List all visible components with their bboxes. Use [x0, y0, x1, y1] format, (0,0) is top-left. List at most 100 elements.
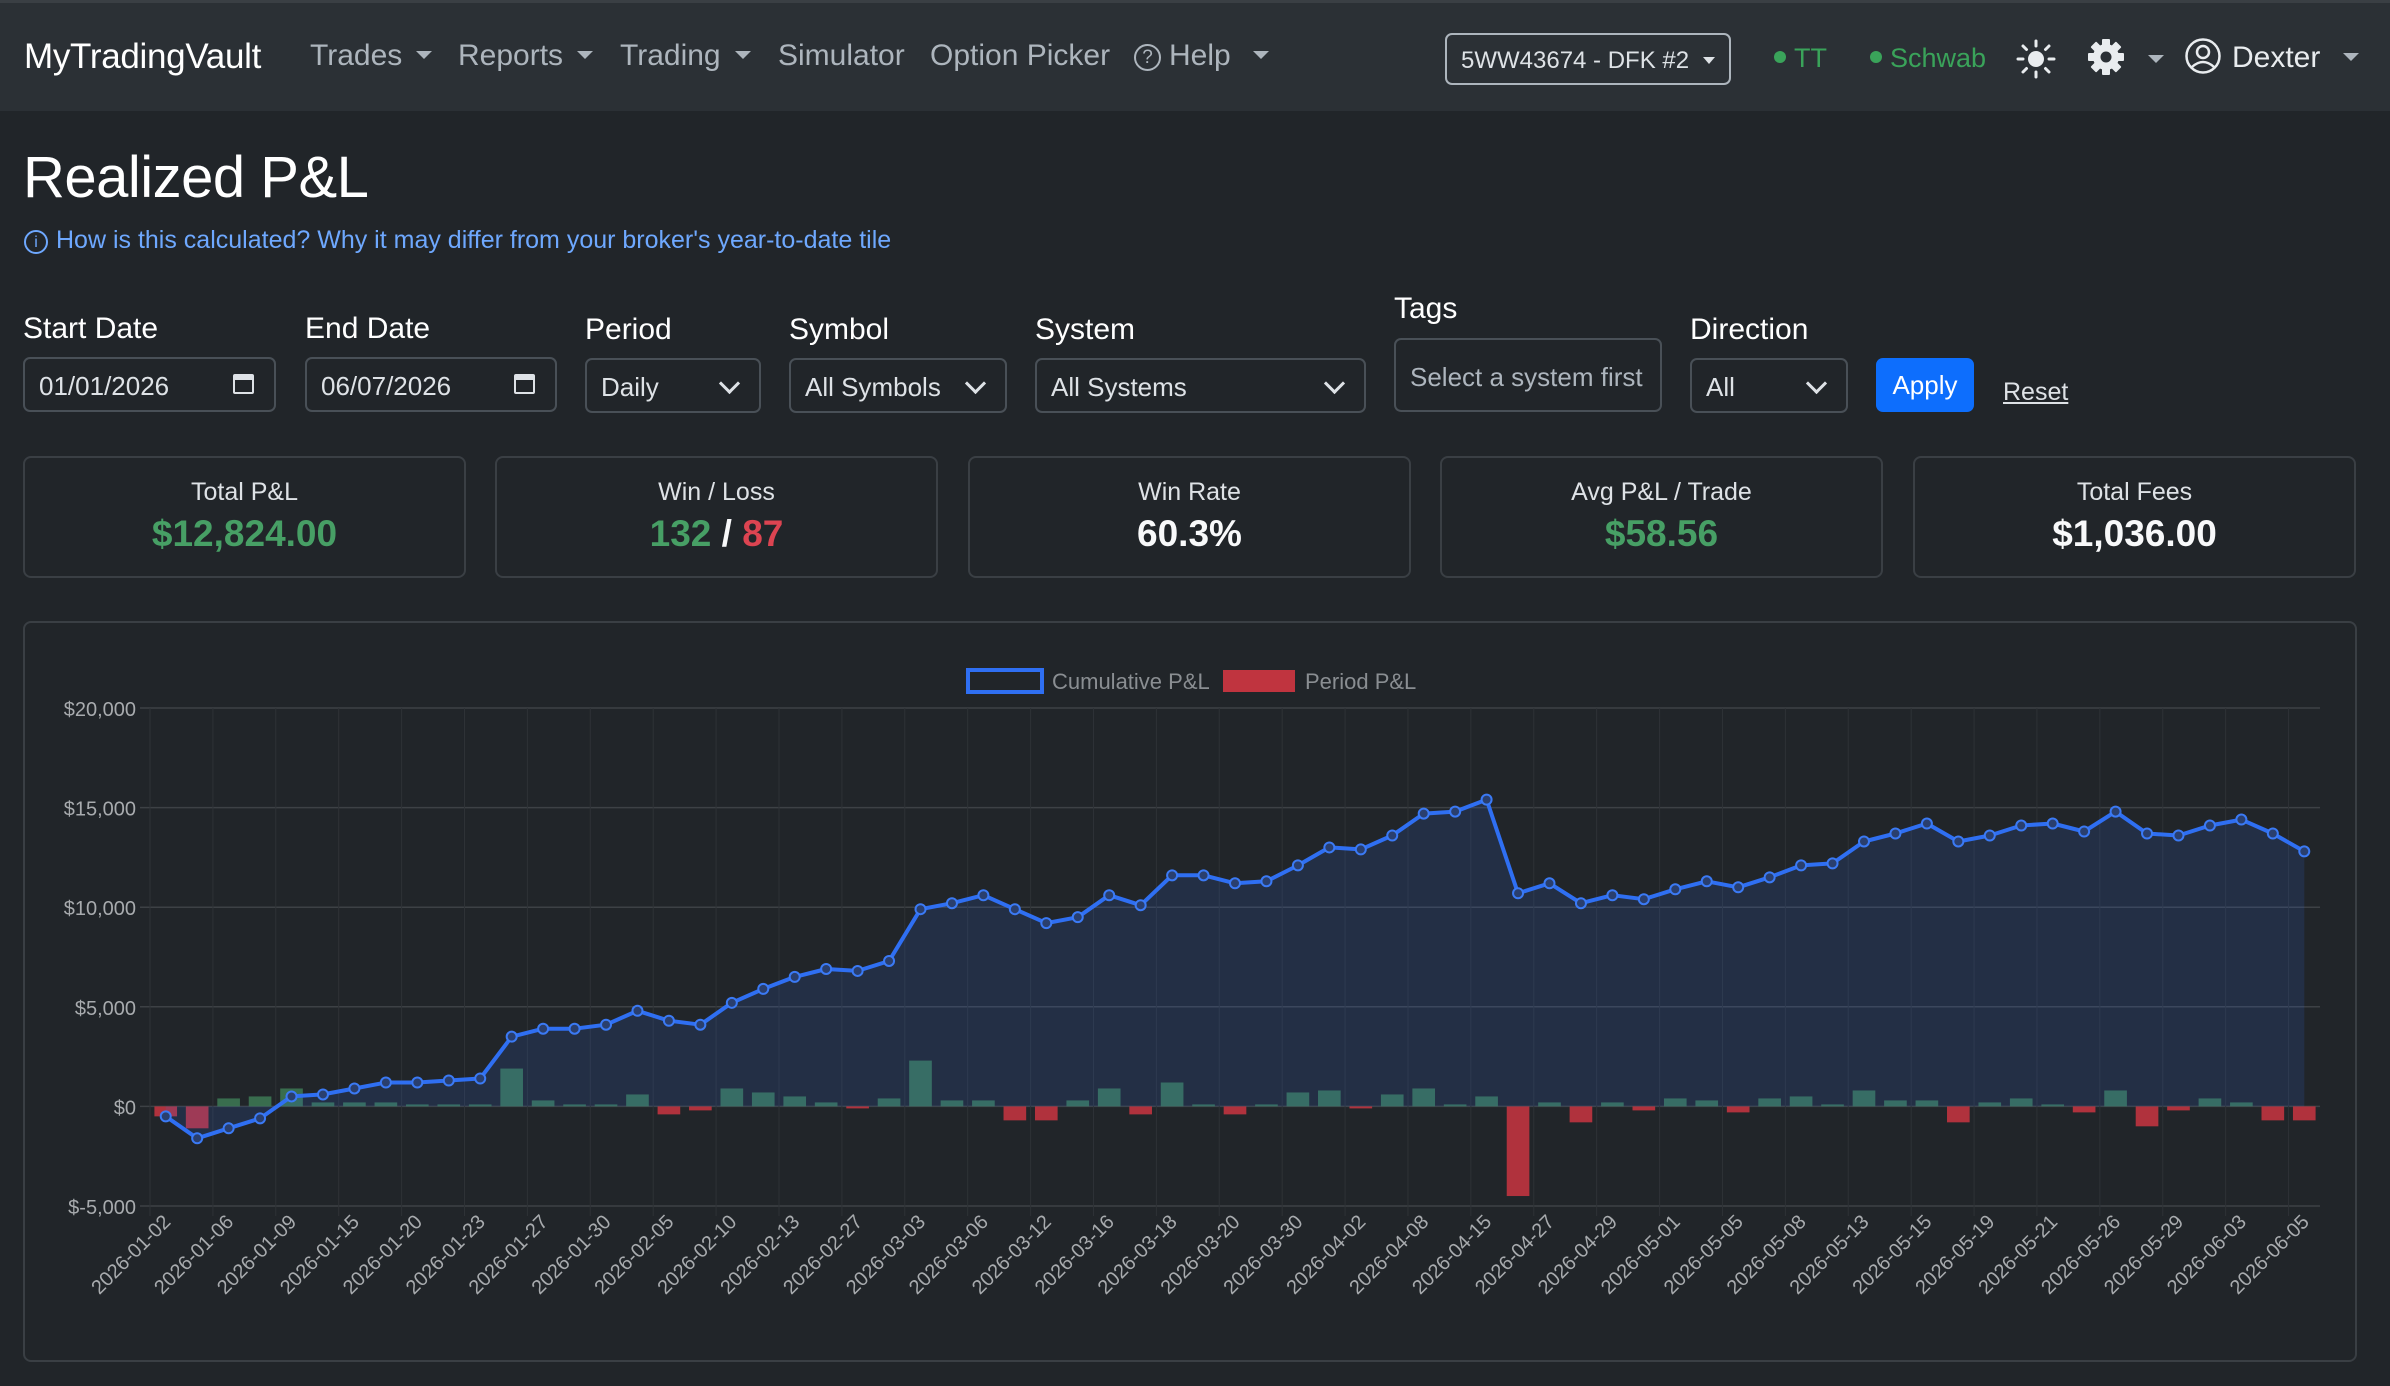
- status-schwab-label: Schwab: [1890, 43, 1987, 73]
- win-rate-label: Win Rate: [1138, 478, 1241, 506]
- cumulative-pnl-point: [2298, 845, 2311, 858]
- cumulative-pnl-point: [568, 1022, 581, 1035]
- cumulative-pnl-point: [442, 1074, 455, 1087]
- chevron-down-icon: [1323, 372, 1346, 395]
- period-pnl-bar: [2104, 1090, 2127, 1107]
- nav-trades[interactable]: Trades: [310, 39, 432, 73]
- cumulative-pnl-point: [1166, 869, 1179, 882]
- period-pnl-bar: [1695, 1100, 1719, 1107]
- cumulative-pnl-point: [1574, 897, 1587, 910]
- sun-icon[interactable]: [2016, 39, 2056, 79]
- cumulative-pnl-point: [505, 1030, 518, 1043]
- y-tick-label: $0: [114, 1097, 136, 1119]
- cumulative-pnl-point: [1795, 859, 1808, 872]
- period-pnl-bar: [1789, 1096, 1813, 1107]
- info-icon: i: [24, 230, 48, 254]
- chevron-down-icon: [964, 372, 987, 395]
- period-pnl-bar: [2167, 1106, 2190, 1111]
- period-pnl-bar: [500, 1068, 523, 1107]
- y-tick-label: $20,000: [64, 699, 136, 721]
- end-date-input[interactable]: 06/07/2026: [305, 357, 557, 412]
- cumulative-pnl-point: [2172, 829, 2185, 842]
- win-loss-label: Win / Loss: [658, 478, 775, 506]
- period-pnl-bar: [626, 1094, 649, 1107]
- reset-link[interactable]: Reset: [2003, 378, 2069, 406]
- account-selector-label: 5WW43674 - DFK #2: [1461, 47, 1690, 74]
- cumulative-pnl-point: [1229, 877, 1241, 890]
- tags-input[interactable]: Select a system first: [1394, 338, 1662, 412]
- cumulative-pnl-point: [694, 1018, 707, 1031]
- period-pnl-bar: [217, 1098, 240, 1107]
- avg-pnl-value: $58.56: [1604, 513, 1719, 554]
- cumulative-pnl-point: [348, 1082, 361, 1095]
- pnl-chart: $20,000$15,000$10,000$5,000$0$-5,0002026…: [64, 668, 2320, 1299]
- account-selector[interactable]: 5WW43674 - DFK #2: [1445, 33, 1731, 85]
- user-menu[interactable]: Dexter: [2184, 37, 2359, 75]
- wins-count: 132: [649, 513, 712, 554]
- cumulative-pnl-point: [1606, 889, 1619, 902]
- system-select[interactable]: All Systems: [1035, 358, 1366, 413]
- calendar-icon[interactable]: [233, 374, 254, 394]
- period-pnl-bar: [2198, 1098, 2222, 1107]
- system-label: System: [1035, 313, 1136, 346]
- cumulative-pnl-point: [662, 1014, 675, 1027]
- period-pnl-bar: [2292, 1106, 2316, 1121]
- tags-label: Tags: [1394, 292, 1458, 325]
- cumulative-pnl-point: [1071, 911, 1084, 924]
- win-loss-separator: /: [721, 513, 732, 554]
- cumulative-pnl-point: [1354, 843, 1367, 856]
- status-dot-icon: [1870, 51, 1882, 63]
- start-date-input[interactable]: 01/01/2026: [23, 357, 276, 412]
- cumulative-pnl-point: [254, 1112, 267, 1125]
- period-pnl-bar: [1601, 1102, 1624, 1107]
- period-pnl-bar: [185, 1106, 209, 1129]
- period-pnl-bar: [1192, 1104, 1215, 1107]
- cumulative-pnl-point: [2141, 827, 2154, 840]
- calendar-icon[interactable]: [514, 374, 535, 394]
- cumulative-pnl-point: [1040, 917, 1053, 930]
- symbol-label: Symbol: [789, 313, 890, 346]
- cumulative-pnl-point: [1543, 877, 1556, 890]
- direction-label: Direction: [1690, 313, 1809, 346]
- cumulative-pnl-point: [1826, 857, 1839, 870]
- cumulative-pnl-point: [757, 982, 770, 995]
- period-pnl-bar: [437, 1104, 461, 1107]
- cumulative-pnl-point: [1952, 835, 1965, 848]
- brand-logo[interactable]: MyTradingVault: [24, 37, 262, 76]
- y-tick-label: $-5,000: [68, 1197, 136, 1219]
- nav-help[interactable]: ? Help: [1134, 39, 1269, 73]
- settings-menu[interactable]: [2086, 37, 2164, 77]
- nav-simulator[interactable]: Simulator: [778, 39, 905, 72]
- direction-select[interactable]: All: [1690, 358, 1848, 413]
- period-pnl-bar: [1726, 1106, 1750, 1113]
- start-date-value: 01/01/2026: [39, 371, 170, 401]
- cumulative-pnl-point: [1637, 893, 1650, 906]
- total-fees-card: Total Fees $1,036.00: [1913, 456, 2356, 578]
- nav-trading[interactable]: Trading: [620, 39, 751, 73]
- win-rate-card: Win Rate 60.3%: [968, 456, 1411, 578]
- cumulative-pnl-point: [1763, 871, 1776, 884]
- cumulative-pnl-point: [474, 1072, 487, 1085]
- period-pnl-bar: [1852, 1090, 1876, 1107]
- apply-button[interactable]: Apply: [1876, 358, 1974, 412]
- period-pnl-bar: [1412, 1088, 1436, 1107]
- period-pnl-bar: [1003, 1106, 1027, 1121]
- period-select[interactable]: Daily: [585, 358, 761, 413]
- cumulative-pnl-point: [222, 1122, 235, 1135]
- period-pnl-bar: [1034, 1106, 1058, 1121]
- chevron-down-icon: [718, 372, 741, 395]
- cumulative-pnl-point: [2235, 813, 2248, 826]
- legend-swatch-period: [1223, 670, 1295, 692]
- period-pnl-bar: [468, 1104, 492, 1107]
- calculation-info-link[interactable]: i How is this calculated? Why it may diff…: [24, 226, 891, 255]
- period-pnl-bar: [846, 1106, 869, 1109]
- period-pnl-bar: [1097, 1088, 1121, 1107]
- nav-option-picker[interactable]: Option Picker: [930, 39, 1111, 72]
- start-date-label: Start Date: [23, 312, 159, 345]
- nav-reports[interactable]: Reports: [458, 39, 593, 73]
- cumulative-pnl-point: [600, 1018, 613, 1031]
- symbol-select[interactable]: All Symbols: [789, 358, 1007, 413]
- win-rate-value: 60.3%: [1137, 513, 1242, 554]
- cumulative-pnl-point: [1197, 869, 1210, 882]
- y-tick-label: $5,000: [75, 998, 136, 1020]
